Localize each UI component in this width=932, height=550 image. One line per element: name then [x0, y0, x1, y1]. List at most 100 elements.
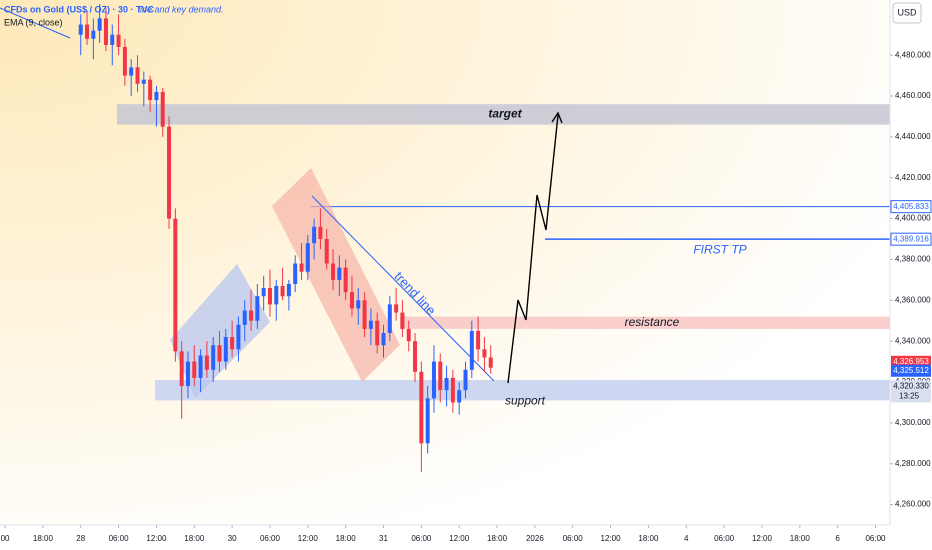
- candle-body: [135, 67, 140, 84]
- x-tick-label: 18:00: [638, 534, 659, 543]
- candle-body: [293, 263, 298, 284]
- zone-label: support: [505, 394, 546, 408]
- x-tick-label: 06:00: [714, 534, 735, 543]
- candle-body: [230, 337, 235, 350]
- candle-body: [217, 345, 222, 362]
- x-tick-label: 6: [835, 534, 840, 543]
- candle-body: [324, 239, 329, 264]
- candle-body: [413, 341, 418, 372]
- candle-body: [368, 320, 373, 329]
- candle-body: [91, 30, 96, 39]
- candle-body: [274, 285, 279, 305]
- y-tick-label: 4,420.000: [895, 173, 931, 182]
- candle-body: [331, 263, 336, 280]
- x-tick-label: 06:00: [260, 534, 281, 543]
- candle-body: [148, 79, 153, 101]
- x-tick-label: 12:00: [449, 534, 470, 543]
- candle-body: [305, 243, 310, 272]
- x-tick-label: 12:00: [752, 534, 773, 543]
- candle-body: [444, 377, 449, 391]
- x-tick-label: 12:00: [146, 534, 167, 543]
- candle-body: [192, 361, 197, 378]
- candle-body: [425, 398, 430, 444]
- candle-body: [394, 304, 399, 313]
- projection-arrow: [507, 114, 559, 384]
- y-tick-label: 4,300.000: [895, 418, 931, 427]
- trend-line: [0, 7, 71, 39]
- x-tick-label: 31: [379, 534, 388, 543]
- level-tag: [890, 232, 932, 246]
- x-tick-label: 00: [1, 534, 10, 543]
- candle-body: [419, 371, 424, 444]
- y-tick-label: 4,460.000: [895, 91, 931, 100]
- level-tag-label: 4,389.916: [893, 234, 929, 243]
- x-tick-label: 18:00: [33, 534, 54, 543]
- candle-body: [337, 267, 342, 280]
- candle-body: [343, 267, 348, 293]
- y-tick-label: 4,260.000: [895, 500, 931, 509]
- channel-box: [272, 168, 400, 382]
- chart-title: CFDs on Gold (US$ / OZ) · 30 · TVC: [4, 4, 155, 14]
- candle-body: [381, 332, 386, 346]
- currency-box[interactable]: [892, 2, 922, 24]
- candle-body: [242, 310, 247, 325]
- candle-body: [362, 300, 367, 329]
- currency: USD: [897, 7, 917, 17]
- candle-body: [482, 349, 487, 358]
- chart-subtitle: line and key demand.: [138, 4, 224, 14]
- zone: [400, 316, 890, 329]
- x-tick-label: 06:00: [563, 534, 584, 543]
- candle-body: [167, 126, 172, 219]
- candle-body: [160, 91, 165, 127]
- candle-body: [476, 330, 481, 350]
- price-tag-label: 4,326.953: [893, 357, 929, 366]
- candle-body: [204, 355, 209, 370]
- y-tick-label: 4,360.000: [895, 295, 931, 304]
- x-tick-label: 12:00: [298, 534, 319, 543]
- zone-label: resistance: [625, 315, 680, 329]
- x-tick-label: 06:00: [865, 534, 886, 543]
- y-tick-label: 4,440.000: [895, 132, 931, 141]
- candle-body: [85, 24, 90, 39]
- candle-body: [387, 304, 392, 333]
- candle-body: [255, 296, 260, 321]
- arrow-head: [551, 111, 563, 124]
- candle-body: [463, 369, 468, 391]
- candle-body: [469, 330, 474, 370]
- candle-body: [267, 288, 272, 305]
- candle-body: [406, 328, 411, 342]
- x-tick-label: 18:00: [184, 534, 205, 543]
- candle-body: [211, 345, 216, 370]
- trend-line: [311, 195, 495, 382]
- candle-body: [438, 361, 443, 391]
- zone: [155, 379, 890, 401]
- candle-body: [179, 351, 184, 387]
- candle-body: [78, 24, 83, 35]
- candle-body: [457, 390, 462, 403]
- x-tick-label: 18:00: [336, 534, 357, 543]
- y-tick-label: 4,480.000: [895, 50, 931, 59]
- x-tick-label: 28: [76, 534, 85, 543]
- x-tick-label: 06:00: [109, 534, 130, 543]
- candle-body: [299, 263, 304, 272]
- candle-body: [116, 34, 121, 47]
- x-tick-label: 30: [228, 534, 237, 543]
- candle-body: [223, 337, 228, 362]
- y-tick-label: 4,380.000: [895, 255, 931, 264]
- candle-body: [349, 292, 354, 309]
- candle-body: [249, 310, 254, 321]
- candle-body: [110, 34, 115, 45]
- candle-body: [236, 324, 241, 350]
- x-tick-label: 4: [684, 534, 689, 543]
- level-name: FIRST TP: [693, 242, 746, 256]
- candle-body: [488, 357, 493, 368]
- x-tick-label: 18:00: [790, 534, 811, 543]
- candle-body: [185, 361, 190, 387]
- candle-body: [375, 320, 380, 346]
- candle-body: [356, 300, 361, 309]
- x-tick-label: 18:00: [487, 534, 508, 543]
- y-tick-label: 4,340.000: [895, 336, 931, 345]
- candle-body: [286, 283, 291, 297]
- x-tick-label: 06:00: [411, 534, 432, 543]
